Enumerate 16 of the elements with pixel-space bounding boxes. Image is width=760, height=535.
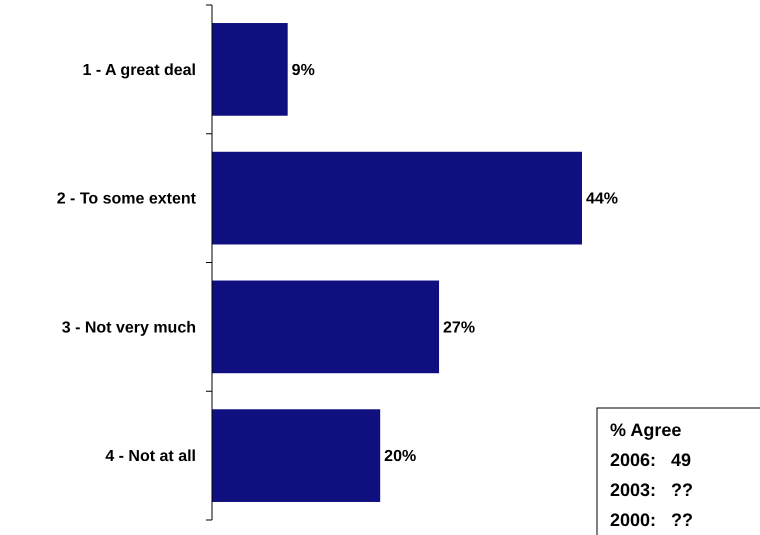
y-tick-label: 2 - To some extent [56, 190, 197, 208]
y-tick-label: 4 - Not at all [105, 448, 196, 466]
y-tick-label: 3 - Not very much [62, 319, 196, 336]
data-label: 27% [443, 319, 476, 336]
data-label: 44% [586, 190, 618, 208]
data-label: 9% [292, 62, 315, 79]
bar [212, 409, 380, 502]
bar [212, 280, 440, 374]
text: 2006: 49 [610, 450, 692, 470]
bar [212, 152, 582, 244]
text: % Agree [610, 420, 682, 440]
data-label: 20% [384, 448, 416, 466]
bar [212, 23, 288, 116]
text: 2003: ?? [610, 480, 694, 500]
text: 2000: ?? [610, 510, 694, 530]
y-tick-label: 1 - A great deal [82, 62, 196, 79]
